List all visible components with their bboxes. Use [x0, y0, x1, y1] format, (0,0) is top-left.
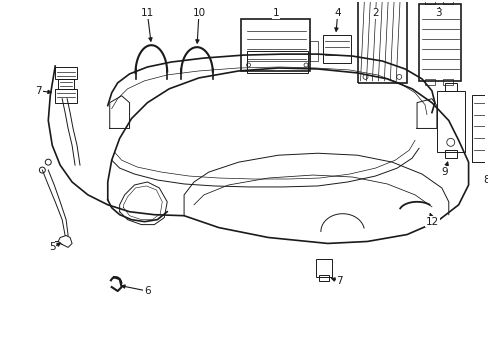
Bar [322, 35, 350, 63]
Bar [58, 79, 74, 89]
Bar [55, 67, 77, 79]
Text: 7: 7 [35, 86, 41, 96]
Text: 10: 10 [192, 8, 205, 18]
Text: 12: 12 [426, 217, 439, 227]
Text: 6: 6 [144, 286, 150, 296]
Bar [444, 83, 456, 91]
Text: 2: 2 [371, 8, 378, 18]
Text: 9: 9 [441, 167, 447, 177]
Bar [442, 0, 452, 4]
Text: 3: 3 [435, 8, 441, 18]
Text: 8: 8 [482, 175, 488, 185]
Bar [442, 79, 452, 85]
Text: 11: 11 [141, 8, 154, 18]
Bar [315, 259, 331, 277]
Bar [418, 4, 460, 81]
Bar [246, 51, 307, 73]
Bar [357, 0, 407, 83]
Bar [470, 95, 488, 162]
Bar [444, 150, 456, 158]
Text: 7: 7 [336, 276, 343, 286]
Text: 1: 1 [272, 8, 279, 18]
Bar [424, 79, 434, 85]
Text: 5: 5 [49, 242, 56, 252]
Bar [424, 0, 434, 4]
Text: 4: 4 [334, 8, 340, 18]
Bar [436, 91, 464, 152]
Bar [240, 19, 309, 71]
Bar [309, 41, 317, 61]
Bar [55, 89, 77, 103]
Bar [318, 275, 328, 281]
